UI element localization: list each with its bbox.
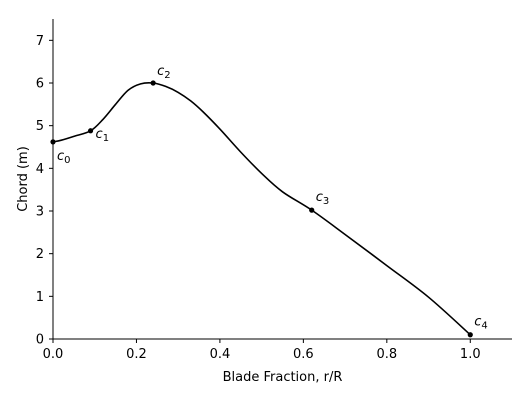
- chord-curve: [52, 81, 471, 336]
- y-tick-label: 1: [36, 290, 44, 305]
- control-point-label: c3: [316, 190, 330, 207]
- y-tick-label: 7: [36, 34, 44, 49]
- y-axis-ticks: 0 1 2 3 4 5 6 7: [36, 34, 53, 348]
- x-tick-label: 1.0: [460, 347, 481, 362]
- control-point-marker: [467, 332, 473, 338]
- control-point-label: c4: [474, 315, 488, 332]
- control-point-label: c1: [96, 127, 110, 144]
- x-axis-label: Blade Fraction, r/R: [223, 370, 343, 385]
- x-tick-label: 0.8: [376, 347, 397, 362]
- x-tick-label: 0.2: [126, 347, 147, 362]
- y-tick-label: 3: [36, 205, 44, 220]
- x-tick-label: 0.4: [210, 347, 231, 362]
- y-tick-label: 4: [36, 162, 44, 177]
- y-tick-label: 2: [36, 247, 44, 262]
- control-point-marker: [50, 139, 56, 145]
- control-point-label: c0: [57, 149, 71, 166]
- control-point-marker: [150, 80, 156, 86]
- y-tick-label: 0: [36, 333, 44, 348]
- x-tick-label: 0.0: [43, 347, 64, 362]
- axes: [52, 19, 512, 340]
- y-tick-label: 6: [36, 77, 44, 92]
- control-point-marker: [309, 207, 315, 213]
- x-axis-ticks: 0.0 0.2 0.4 0.6 0.8 1.0: [43, 339, 481, 362]
- control-points: c0 c1 c2 c3 c4: [50, 64, 488, 338]
- x-tick-label: 0.6: [293, 347, 314, 362]
- control-point-label: c2: [157, 64, 171, 81]
- y-tick-label: 5: [36, 119, 44, 134]
- y-axis-label: Chord (m): [16, 146, 31, 212]
- control-point-marker: [87, 128, 94, 134]
